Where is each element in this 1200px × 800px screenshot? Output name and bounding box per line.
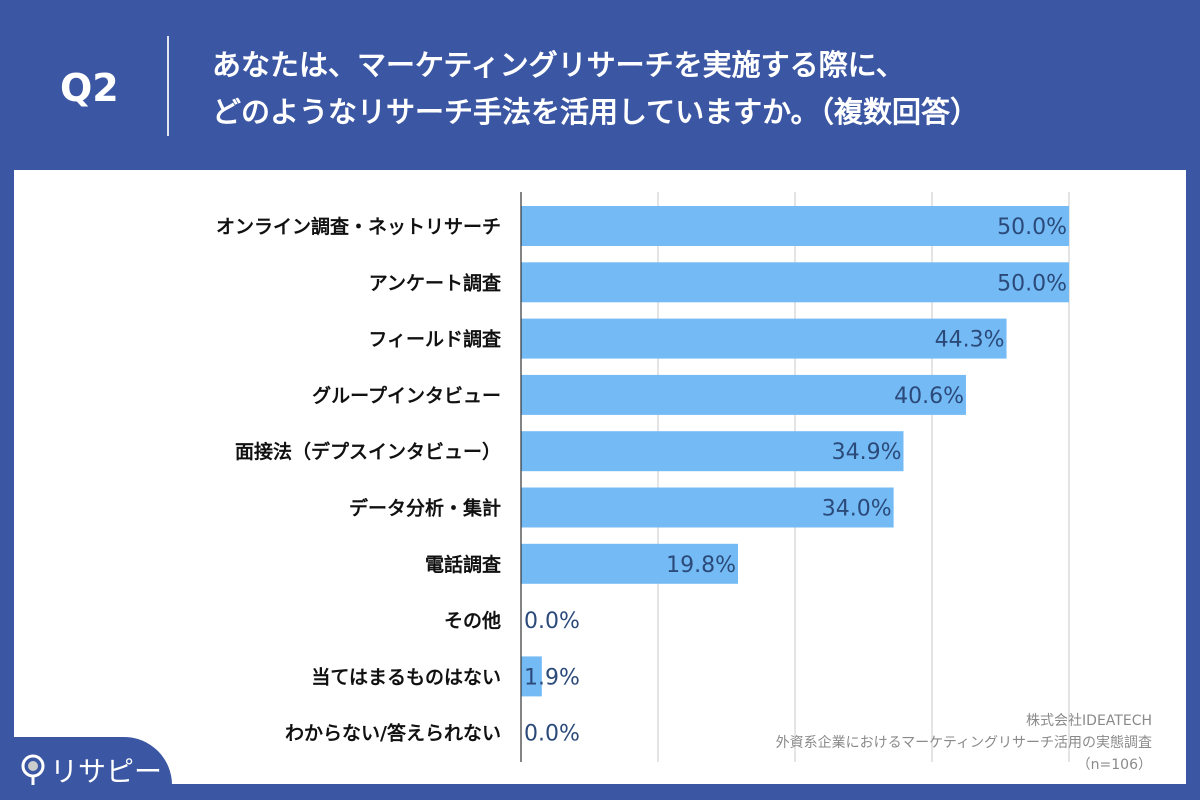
category-label: 面接法（デプスインタビュー） <box>235 440 501 463</box>
value-label: 50.0% <box>997 271 1067 296</box>
map-pin-icon <box>21 754 45 785</box>
credit-sample: （n=106） <box>1076 757 1152 773</box>
logo: リサピー <box>20 750 162 790</box>
category-label: その他 <box>444 609 501 632</box>
value-label: 19.8% <box>666 553 736 578</box>
category-label: オンライン調査・ネットリサーチ <box>216 215 501 238</box>
category-label: フィールド調査 <box>368 328 502 351</box>
bar <box>521 262 1069 303</box>
category-label: 当てはまるものはない <box>311 665 501 688</box>
credit-survey: 外資系企業におけるマーケティングリサーチ活用の実態調査 <box>775 735 1152 751</box>
bar <box>521 431 904 472</box>
category-label: データ分析・集計 <box>349 497 501 520</box>
value-label: 40.6% <box>894 384 964 409</box>
logo-text: リサピー <box>50 755 163 788</box>
bar-chart: オンライン調査・ネットリサーチ 50.0% アンケート調査 50.0% フィールド調査 4… <box>216 192 1070 762</box>
value-label: 50.0% <box>997 215 1067 240</box>
bar <box>521 206 1069 246</box>
bar <box>521 318 1007 359</box>
question-number: Q2 <box>60 66 119 110</box>
question-line-2: どのようなリサーチ手法を活用していますか。（複数回答） <box>212 95 980 129</box>
category-label: 電話調査 <box>425 553 502 576</box>
question-line-1: あなたは、マーケティングリサーチを実施する際に、 <box>212 48 905 82</box>
category-label: グループインタビュー <box>312 384 501 407</box>
header-divider <box>167 36 169 136</box>
bar <box>521 543 739 584</box>
credit-company: 株式会社IDEATECH <box>1026 713 1152 729</box>
bar <box>521 656 542 697</box>
value-label: 44.3% <box>935 328 1005 353</box>
category-label: アンケート調査 <box>369 271 502 294</box>
value-label: 1.9% <box>524 665 580 690</box>
category-label: わからない/答えられない <box>285 722 501 745</box>
value-label: 34.0% <box>822 497 892 522</box>
value-label: 0.0% <box>524 722 580 747</box>
value-label: 34.9% <box>832 440 902 465</box>
bar <box>521 374 966 415</box>
logo-tab <box>0 737 172 800</box>
bar <box>521 487 894 528</box>
question-text: あなたは、マーケティングリサーチを実施する際に、 どのようなリサーチ手法を活用し… <box>212 42 979 136</box>
credit: 株式会社IDEATECH 外資系企業におけるマーケティングリサーチ活用の実態調査… <box>776 710 1152 776</box>
chart-panel: オンライン調査・ネットリサーチ 50.0% アンケート調査 50.0% フィールド調査 4… <box>14 170 1186 784</box>
value-label: 0.0% <box>524 609 580 634</box>
